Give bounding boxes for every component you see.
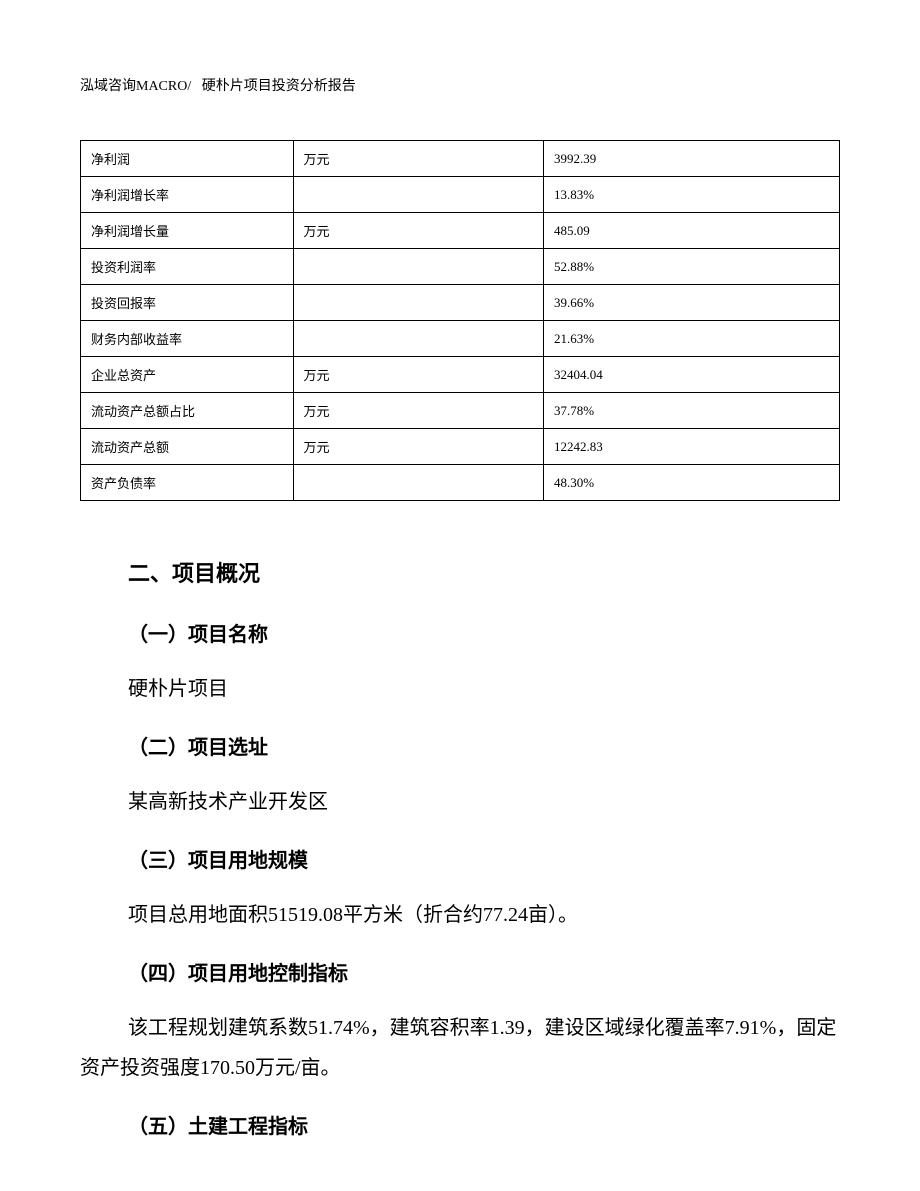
table-row: 投资回报率 39.66% (81, 285, 840, 321)
page-header: 泓域咨询MACRO/ 硬朴片项目投资分析报告 (80, 75, 840, 95)
cell-value: 13.83% (543, 177, 839, 213)
cell-value: 39.66% (543, 285, 839, 321)
cell-metric-name: 流动资产总额占比 (81, 393, 294, 429)
cell-metric-name: 净利润增长量 (81, 213, 294, 249)
cell-value: 485.09 (543, 213, 839, 249)
table-row: 净利润增长率 13.83% (81, 177, 840, 213)
table-row: 财务内部收益率 21.63% (81, 321, 840, 357)
table-body: 净利润 万元 3992.39 净利润增长率 13.83% 净利润增长量 万元 4… (81, 141, 840, 501)
subsection-title-3: （三）项目用地规模 (128, 844, 840, 873)
cell-metric-name: 资产负债率 (81, 465, 294, 501)
cell-unit: 万元 (293, 429, 543, 465)
subsection-title-1: （一）项目名称 (128, 618, 840, 647)
cell-unit: 万元 (293, 393, 543, 429)
table-row: 净利润 万元 3992.39 (81, 141, 840, 177)
cell-unit (293, 249, 543, 285)
table-row: 投资利润率 52.88% (81, 249, 840, 285)
table-row: 流动资产总额 万元 12242.83 (81, 429, 840, 465)
cell-value: 3992.39 (543, 141, 839, 177)
table-row: 流动资产总额占比 万元 37.78% (81, 393, 840, 429)
cell-metric-name: 净利润 (81, 141, 294, 177)
subsection-title-5: （五）土建工程指标 (128, 1110, 840, 1139)
cell-unit: 万元 (293, 357, 543, 393)
body-text-1: 硬朴片项目 (128, 669, 840, 709)
cell-metric-name: 财务内部收益率 (81, 321, 294, 357)
cell-value: 48.30% (543, 465, 839, 501)
body-text-3: 项目总用地面积51519.08平方米（折合约77.24亩）。 (128, 895, 840, 935)
cell-metric-name: 流动资产总额 (81, 429, 294, 465)
table-row: 企业总资产 万元 32404.04 (81, 357, 840, 393)
cell-unit: 万元 (293, 213, 543, 249)
header-company: 泓域咨询MACRO/ (80, 79, 191, 94)
header-report-title: 硬朴片项目投资分析报告 (202, 79, 356, 94)
body-text-2: 某高新技术产业开发区 (128, 782, 840, 822)
cell-value: 37.78% (543, 393, 839, 429)
cell-metric-name: 投资利润率 (81, 249, 294, 285)
cell-metric-name: 企业总资产 (81, 357, 294, 393)
cell-value: 52.88% (543, 249, 839, 285)
section-title: 二、项目概况 (128, 556, 840, 588)
cell-value: 21.63% (543, 321, 839, 357)
cell-value: 32404.04 (543, 357, 839, 393)
cell-unit (293, 285, 543, 321)
table-row: 净利润增长量 万元 485.09 (81, 213, 840, 249)
cell-value: 12242.83 (543, 429, 839, 465)
cell-unit (293, 177, 543, 213)
table-row: 资产负债率 48.30% (81, 465, 840, 501)
financial-data-table: 净利润 万元 3992.39 净利润增长率 13.83% 净利润增长量 万元 4… (80, 140, 840, 501)
subsection-title-4: （四）项目用地控制指标 (128, 957, 840, 986)
cell-unit (293, 465, 543, 501)
cell-metric-name: 净利润增长率 (81, 177, 294, 213)
body-text-4: 该工程规划建筑系数51.74%，建筑容积率1.39，建设区域绿化覆盖率7.91%… (80, 1008, 840, 1088)
cell-unit: 万元 (293, 141, 543, 177)
subsection-title-2: （二）项目选址 (128, 731, 840, 760)
cell-unit (293, 321, 543, 357)
cell-metric-name: 投资回报率 (81, 285, 294, 321)
